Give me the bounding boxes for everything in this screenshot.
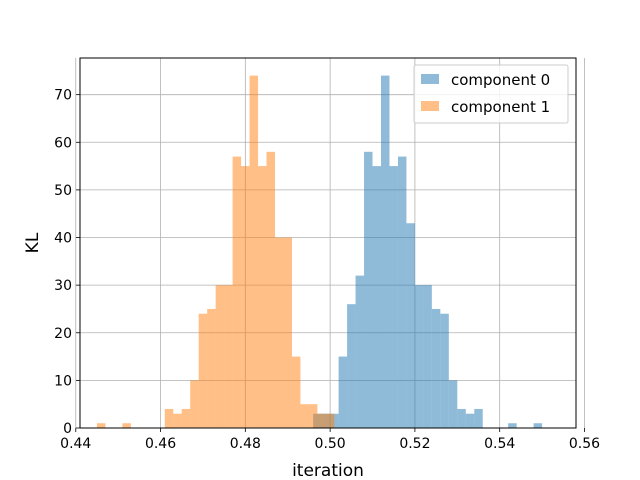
bar-component-0 [440,313,449,428]
legend-box [413,64,569,124]
bar-component-1 [300,404,309,428]
y-axis-label: KL [23,232,43,253]
bar-component-0 [389,166,398,428]
bar-component-0 [465,413,475,428]
bar-component-1 [122,423,131,428]
bar-component-1 [249,75,259,428]
y-tick-label: 60 [54,135,72,151]
y-tick-label: 50 [54,183,72,199]
legend-swatch-component-1 [421,101,439,111]
y-tick-label: 70 [54,88,72,104]
bar-component-1 [241,166,250,428]
bar-component-0 [414,285,424,428]
x-tick-label: 0.44 [60,436,91,452]
y-tick-label: 20 [54,326,72,342]
legend-label-component-1: component 1 [451,98,550,116]
bar-component-1 [181,408,191,428]
bar-component-0 [474,408,483,428]
bar-component-1 [224,285,233,428]
legend-label-component-0: component 0 [451,71,550,89]
bar-component-1 [275,237,284,428]
bar-component-1 [283,237,292,428]
bar-component-1 [96,423,106,428]
bar-component-1 [207,308,216,428]
bar-component-1 [325,413,335,428]
bar-component-0 [533,423,543,428]
bar-component-0 [338,356,348,428]
bar-component-1 [258,166,267,428]
x-tick-label: 0.48 [230,436,261,452]
bar-component-1 [190,380,199,428]
bar-component-0 [397,156,407,429]
y-tick-label: 40 [54,231,72,247]
plot-frame [79,57,577,429]
bar-component-0 [347,304,356,428]
bar-component-1 [232,156,242,429]
bar-component-1 [164,408,174,428]
y-tick-label: 10 [54,373,72,389]
ticks-layer: 0.44 0.46 0.48 0.50 0.52 0.54 0.56 0 10 20 30 40 50 6… [54,88,600,452]
legend: component 0 component 1 [413,64,569,124]
x-axis-label: iteration [292,461,364,480]
bar-component-0 [431,308,441,428]
legend-swatch-component-0 [421,74,439,84]
bar-component-0 [508,423,517,428]
y-tick-label: 0 [63,421,72,437]
y-tick-label: 30 [54,278,72,294]
bar-component-1 [198,313,208,428]
x-tick-label: 0.50 [315,436,346,452]
bar-component-1 [173,413,182,428]
x-tick-label: 0.54 [484,436,515,452]
bar-component-0 [406,223,415,428]
bar-component-0 [364,151,373,429]
bars-layer [96,75,543,429]
bar-component-1 [266,151,276,429]
x-tick-label: 0.46 [145,436,176,452]
bar-component-0 [355,275,365,428]
bar-component-1 [317,413,326,428]
bar-component-1 [291,356,301,428]
bar-component-1 [215,285,225,428]
bar-component-0 [457,408,466,428]
bar-component-0 [423,285,432,428]
bar-component-0 [372,166,381,428]
bar-component-0 [448,380,458,428]
bar-component-1 [308,404,318,428]
x-tick-label: 0.52 [399,436,430,452]
x-tick-label: 0.56 [569,436,600,452]
bar-component-0 [380,75,390,428]
